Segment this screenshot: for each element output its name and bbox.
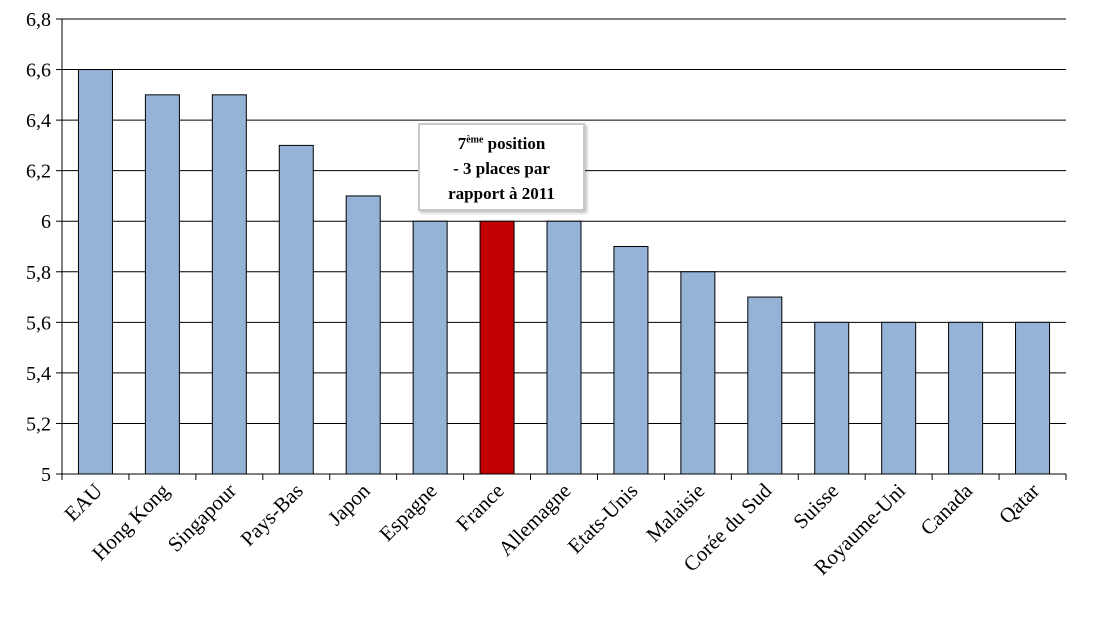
y-tick-label: 5,2 bbox=[26, 413, 51, 435]
bar-etats-unis bbox=[613, 246, 649, 475]
x-tick-label: Pays-Bas bbox=[236, 479, 308, 551]
x-tick-label: Qatar bbox=[994, 479, 1044, 529]
y-tick-label: 6,8 bbox=[26, 9, 51, 31]
bar-cor-e-du-sud bbox=[747, 296, 783, 475]
annotation-line-3: rapport à 2011 bbox=[448, 184, 555, 203]
annotation-rank-suffix: ème bbox=[466, 134, 484, 146]
x-tick-label: Canada bbox=[916, 478, 978, 540]
bar-canada bbox=[948, 321, 984, 475]
bar-qatar bbox=[1015, 321, 1051, 475]
bar-hong-kong bbox=[144, 94, 180, 475]
annotation-line-2: - 3 places par bbox=[453, 159, 550, 178]
x-tick-label: Japon bbox=[323, 478, 375, 530]
bar-suisse bbox=[814, 321, 850, 475]
annotation-line-1: 7ème position bbox=[420, 131, 583, 156]
annotation-position-word: position bbox=[483, 134, 546, 153]
y-tick-label: 6,2 bbox=[26, 161, 51, 183]
bar-malaisie bbox=[680, 271, 716, 475]
bar-allemagne bbox=[546, 220, 582, 475]
bar-pays-bas bbox=[278, 144, 314, 475]
y-tick-label: 5,8 bbox=[26, 262, 51, 284]
bar-eau bbox=[77, 69, 113, 475]
x-tick-label: France bbox=[451, 479, 508, 536]
bar-france bbox=[479, 220, 515, 475]
bar-japon bbox=[345, 195, 381, 475]
x-tick-label: Malaisie bbox=[641, 479, 709, 547]
bar-singapour bbox=[211, 94, 247, 475]
x-tick-label: Etats-Unis bbox=[563, 479, 643, 559]
y-tick-label: 6,4 bbox=[26, 110, 51, 132]
x-tick-label: Allemagne bbox=[493, 479, 575, 561]
bar-espagne bbox=[412, 220, 448, 475]
y-tick-label: 5,4 bbox=[26, 363, 51, 385]
annotation-callout: 7ème position - 3 places par rapport à 2… bbox=[418, 123, 585, 211]
bars bbox=[77, 69, 1051, 475]
bar-royaume-uni bbox=[881, 321, 917, 475]
x-tick-label: Espagne bbox=[374, 479, 441, 546]
x-tick-label: EAU bbox=[60, 479, 107, 526]
y-tick-label: 5 bbox=[41, 464, 51, 486]
y-tick-label: 5,6 bbox=[26, 312, 51, 334]
y-tick-label: 6,6 bbox=[26, 60, 51, 82]
x-tick-label: Suisse bbox=[788, 479, 843, 534]
annotation-rank: 7 bbox=[457, 134, 467, 153]
x-tick-label: Singapour bbox=[163, 479, 241, 557]
y-axis: 5 5,2 5,4 5,6 5,8 6 6,2 6,4 6,6 6,8 bbox=[26, 9, 63, 486]
y-tick-label: 6 bbox=[41, 211, 51, 233]
